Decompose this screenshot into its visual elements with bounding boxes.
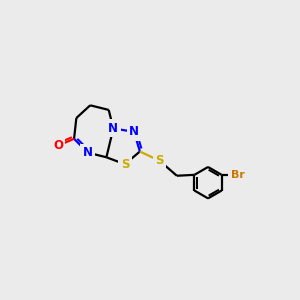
Text: Br: Br: [231, 170, 245, 180]
Text: S: S: [155, 154, 164, 167]
Text: N: N: [129, 125, 139, 138]
Text: N: N: [83, 146, 93, 159]
Text: S: S: [121, 158, 129, 171]
Text: N: N: [108, 122, 118, 135]
Text: O: O: [53, 139, 63, 152]
